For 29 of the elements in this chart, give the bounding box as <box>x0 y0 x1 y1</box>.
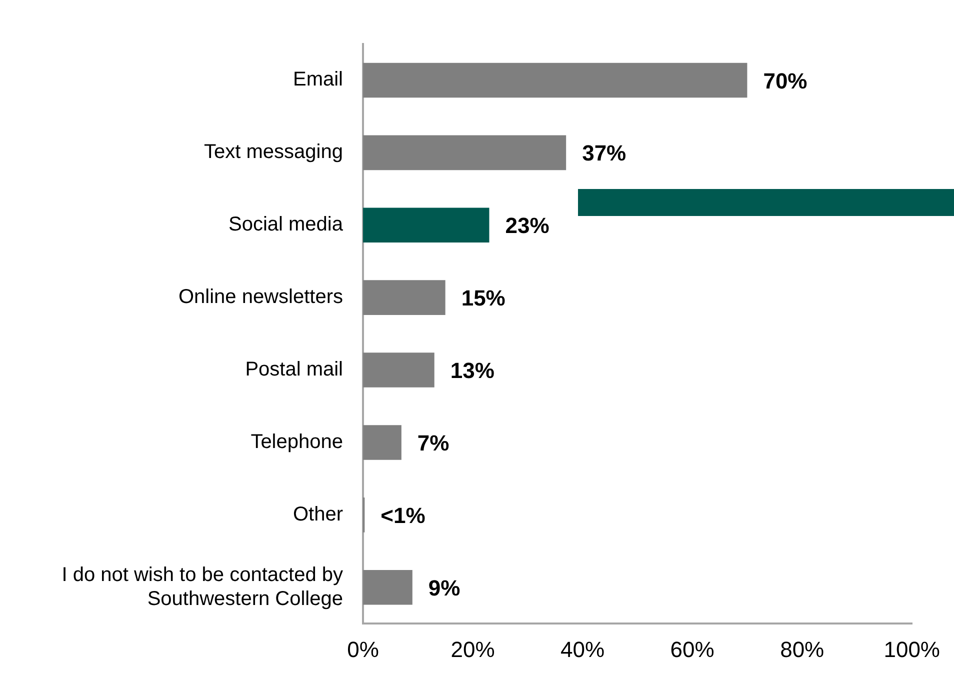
bar <box>363 208 490 243</box>
y-tick-label: Text messaging <box>204 141 343 164</box>
bar <box>363 425 402 460</box>
data-label: 13% <box>450 358 494 384</box>
x-tick-label: 0% <box>347 636 379 662</box>
data-label: 9% <box>428 575 460 600</box>
x-tick-label: 20% <box>450 636 495 662</box>
x-tick-label: 100% <box>884 636 940 662</box>
y-tick-label: Email <box>292 68 343 91</box>
data-label: 70% <box>763 68 808 94</box>
data-label: 37% <box>582 140 626 166</box>
data-label: 23% <box>505 213 550 238</box>
y-tick-label: Social media <box>228 214 344 236</box>
data-label: <1% <box>380 502 426 528</box>
x-tick-label: 40% <box>560 636 605 662</box>
y-tick-label: Telephone <box>250 430 343 453</box>
x-tick-label: 60% <box>670 636 714 662</box>
y-tick-label: Other <box>292 503 344 526</box>
bar <box>363 280 446 315</box>
data-label: 15% <box>461 286 506 311</box>
bar <box>363 570 412 605</box>
y-tick-label: I do not wish to be contacted by Southwestern College <box>62 564 343 610</box>
y-tick-label: Online newsletters <box>178 286 343 308</box>
bar <box>363 62 748 98</box>
bar <box>363 352 434 388</box>
y-tick-label: Postal mail <box>245 358 343 381</box>
data-label: 7% <box>417 430 450 456</box>
bar <box>363 135 566 170</box>
x-tick-label: 80% <box>780 636 824 662</box>
